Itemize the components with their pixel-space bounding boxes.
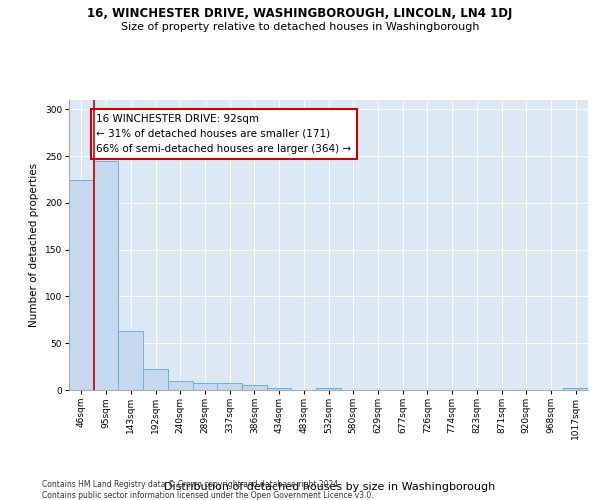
Bar [267, 388, 292, 390]
Bar [168, 380, 193, 390]
Bar [69, 180, 94, 390]
Text: 16, WINCHESTER DRIVE, WASHINGBOROUGH, LINCOLN, LN4 1DJ: 16, WINCHESTER DRIVE, WASHINGBOROUGH, LI… [88, 8, 512, 20]
Y-axis label: Number of detached properties: Number of detached properties [29, 163, 39, 327]
Text: Contains HM Land Registry data © Crown copyright and database right 2024.
Contai: Contains HM Land Registry data © Crown c… [42, 480, 374, 500]
Bar [242, 386, 267, 390]
Bar [316, 388, 341, 390]
Bar [118, 331, 143, 390]
Text: 16 WINCHESTER DRIVE: 92sqm
← 31% of detached houses are smaller (171)
66% of sem: 16 WINCHESTER DRIVE: 92sqm ← 31% of deta… [96, 114, 352, 154]
Bar [94, 161, 118, 390]
Text: Size of property relative to detached houses in Washingborough: Size of property relative to detached ho… [121, 22, 479, 32]
Text: Distribution of detached houses by size in Washingborough: Distribution of detached houses by size … [164, 482, 496, 492]
Bar [143, 370, 168, 390]
Bar [563, 388, 588, 390]
Bar [193, 382, 217, 390]
Bar [217, 382, 242, 390]
